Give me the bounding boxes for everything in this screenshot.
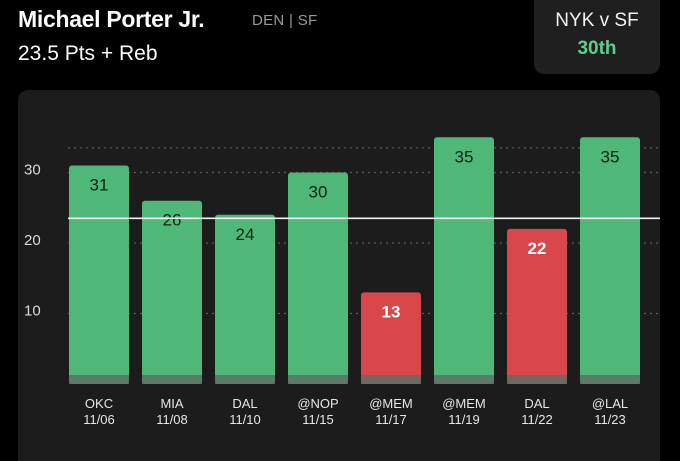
bar-value-label: 24 <box>236 225 255 244</box>
bar-value-label: 31 <box>90 175 109 194</box>
x-tick-opponent: @NOP <box>297 396 338 411</box>
bar-value-label: 35 <box>455 147 474 166</box>
y-tick-label: 20 <box>24 232 41 249</box>
matchup-card[interactable]: NYK v SF 30th <box>534 0 660 74</box>
bar-value-label: 13 <box>382 302 401 321</box>
x-tick-opponent: DAL <box>232 396 257 411</box>
bar-base <box>434 375 494 384</box>
bar[interactable] <box>580 137 640 384</box>
bar-base <box>288 375 348 384</box>
y-tick-label: 30 <box>24 162 41 179</box>
bar[interactable] <box>434 137 494 384</box>
player-name: Michael Porter Jr. <box>18 6 205 32</box>
bar[interactable] <box>361 292 421 384</box>
x-tick-date: 11/17 <box>375 412 407 427</box>
bar-value-label: 30 <box>309 183 328 202</box>
x-tick-date: 11/19 <box>448 412 480 427</box>
bar-base <box>215 375 275 384</box>
x-tick-opponent: @LAL <box>592 396 628 411</box>
bar-base <box>142 375 202 384</box>
x-tick-opponent: MIA <box>160 396 183 411</box>
x-tick-date: 11/23 <box>594 412 626 427</box>
bar[interactable] <box>142 200 202 384</box>
matchup-title: NYK v SF <box>555 10 639 31</box>
x-tick-opponent: DAL <box>524 396 549 411</box>
bar-base <box>580 375 640 384</box>
x-tick-date: 11/08 <box>156 412 188 427</box>
x-tick-opponent: OKC <box>85 396 113 411</box>
stat-line: 23.5 Pts + Reb <box>18 42 158 65</box>
x-tick-date: 11/10 <box>229 412 261 427</box>
bar-base <box>361 375 421 384</box>
bar-chart: 10203031OKC11/0626MIA11/0824DAL11/1030@N… <box>24 137 660 427</box>
x-tick-date: 11/22 <box>521 412 553 427</box>
bar-value-label: 22 <box>528 239 547 258</box>
matchup-rank: 30th <box>577 38 617 59</box>
y-tick-label: 10 <box>24 303 41 320</box>
chart-card: 10 20 30 31 OKC 11/06 26 MIA 11/08 24 DAL 11/10 30 @N… <box>18 90 660 461</box>
bar-value-label: 35 <box>601 147 620 166</box>
bar[interactable] <box>507 228 567 384</box>
x-tick-date: 11/15 <box>302 412 334 427</box>
team-info: DEN | SF <box>252 12 318 29</box>
bar[interactable] <box>69 165 129 384</box>
x-tick-date: 11/06 <box>83 412 115 427</box>
x-tick-opponent: @MEM <box>369 396 413 411</box>
bar-base <box>69 375 129 384</box>
bar[interactable] <box>288 172 348 385</box>
bar-base <box>507 375 567 384</box>
bar[interactable] <box>215 214 275 384</box>
x-tick-opponent: @MEM <box>442 396 486 411</box>
bar-value-label: 26 <box>163 211 182 230</box>
